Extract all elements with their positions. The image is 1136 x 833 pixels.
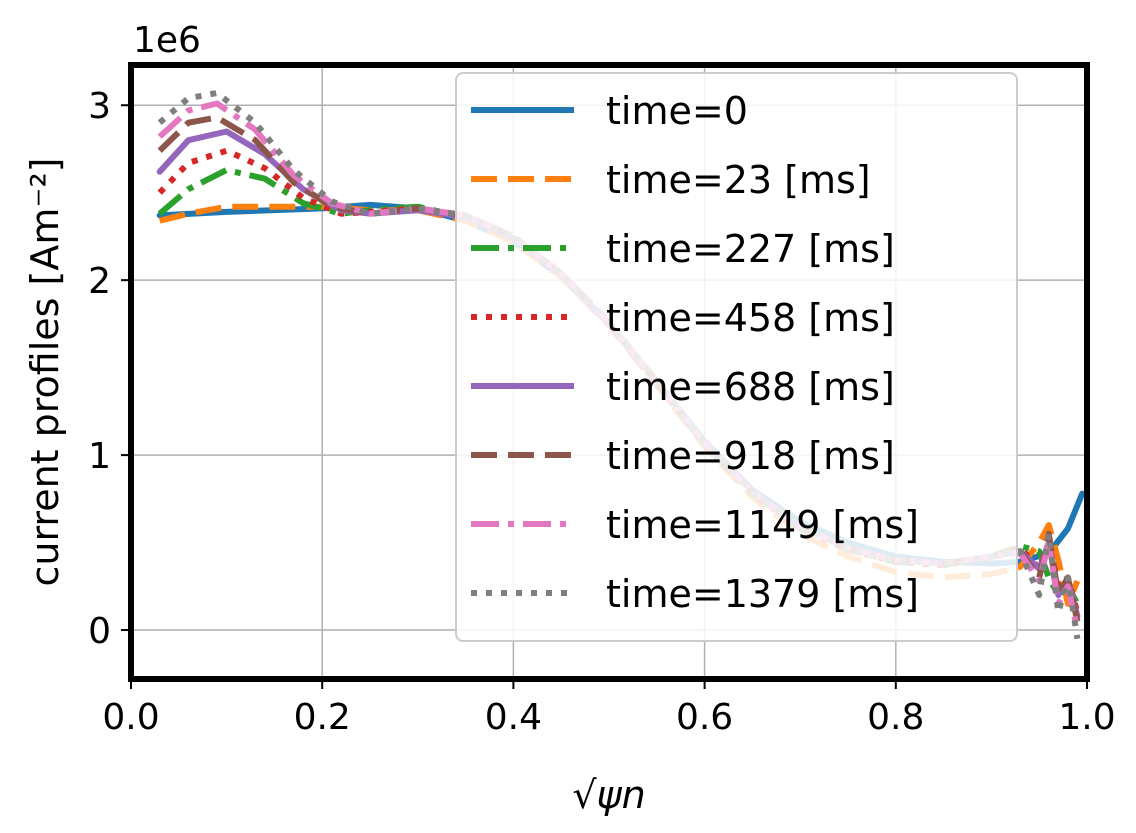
legend-entry: time=918 [ms] (471, 434, 895, 478)
legend-frame (455, 72, 1018, 642)
y-tick-label: 2 (88, 261, 111, 302)
legend-label: time=1149 [ms] (606, 503, 919, 547)
y-tick-label: 3 (88, 86, 111, 127)
legend-label: time=0 (606, 89, 748, 133)
y-tick-label: 0 (88, 611, 111, 652)
x-tick-label: 0.0 (102, 697, 159, 738)
y-offset-label: 1e6 (133, 20, 201, 61)
series-line-7 (157, 90, 1081, 640)
legend-label: time=23 [ms] (606, 158, 871, 202)
legend-label: time=1379 [ms] (606, 572, 919, 616)
plot-frame (128, 62, 1090, 682)
legend-entry: time=688 [ms] (471, 365, 895, 409)
legend-entry: time=458 [ms] (471, 296, 895, 340)
ticks: 0.0 0.2 0.4 0.6 0.8 1.0 0 1 2 3 (88, 86, 1116, 738)
legend: time=0 time=23 [ms] time=227 [ms] time=458 … (455, 72, 1018, 642)
series-line-6 (157, 100, 1081, 631)
legend-label: time=227 [ms] (606, 227, 895, 271)
legend-entry: time=1379 [ms] (471, 572, 919, 616)
y-axis-label: current profiles [Am⁻²] (23, 157, 67, 586)
legend-label: time=688 [ms] (606, 365, 895, 409)
x-tick-label: 0.8 (867, 697, 924, 738)
legend-entry: time=227 [ms] (471, 227, 895, 271)
legend-label: time=918 [ms] (606, 434, 895, 478)
x-tick-label: 1.0 (1058, 697, 1115, 738)
x-axis-label: √ψn (572, 773, 645, 817)
legend-label: time=458 [ms] (606, 296, 895, 340)
x-tick-label: 0.4 (485, 697, 542, 738)
y-tick-label: 1 (88, 436, 111, 477)
legend-entry: time=0 (471, 89, 748, 133)
x-tick-label: 0.2 (294, 697, 351, 738)
legend-entry: time=23 [ms] (471, 158, 871, 202)
legend-entry: time=1149 [ms] (471, 503, 919, 547)
x-tick-label: 0.6 (676, 697, 733, 738)
